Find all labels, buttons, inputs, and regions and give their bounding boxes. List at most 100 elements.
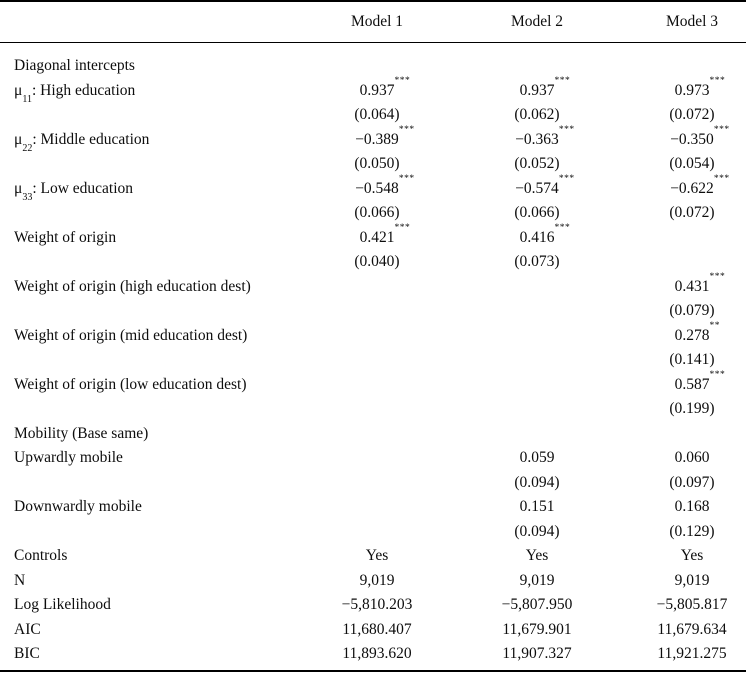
cell-model-1: −0.389 ***	[355, 124, 415, 148]
table-row: Log Likelihood −5,810.203 −5,807.950 −5,…	[0, 593, 746, 618]
column-header-model-1: Model 1	[350, 13, 404, 30]
cell-model-3: 11,679.634	[657, 620, 727, 638]
cell-model-2: 0.151	[519, 498, 555, 516]
table-row: Mobility (Base same)	[0, 422, 746, 447]
table-row: Weight of origin (high education dest) 0…	[0, 271, 746, 300]
row-label: Weight of origin	[14, 228, 117, 246]
cell-model-3: 0.168	[674, 498, 710, 516]
cell-model-1: (0.066)	[354, 204, 400, 222]
cell-model-3: (0.054)	[669, 155, 715, 173]
row-label: BIC	[14, 645, 40, 663]
table-row: Weight of origin (low education dest) 0.…	[0, 369, 746, 398]
table-row: AIC 11,680.407 11,679.901 11,679.634	[0, 618, 746, 643]
row-label: N	[14, 571, 26, 589]
cell-model-3: 0.278 **	[674, 320, 720, 344]
cell-model-3: 0.060	[674, 449, 710, 467]
cell-model-2: (0.052)	[514, 155, 560, 173]
cell-model-3: 0.587 ***	[674, 369, 726, 393]
cell-model-3: (0.199)	[669, 400, 715, 418]
table-row: μ11: High education 0.937 *** 0.937 *** 0.…	[0, 75, 746, 105]
cell-model-2: (0.094)	[514, 473, 560, 491]
table-row: (0.064) (0.062) (0.072)	[0, 103, 746, 128]
column-header-model-3: Model 3	[665, 13, 719, 30]
table-row: (0.066) (0.066) (0.072)	[0, 201, 746, 226]
cell-model-2: 0.416 ***	[519, 222, 571, 246]
cell-model-2: Yes	[525, 547, 549, 565]
table-row: μ22: Middle education −0.389 *** −0.363 **…	[0, 124, 746, 154]
cell-model-2: (0.073)	[514, 253, 560, 271]
cell-model-1: (0.040)	[354, 253, 400, 271]
cell-model-2: 11,907.327	[502, 645, 572, 663]
cell-model-2: 11,679.901	[502, 620, 572, 638]
cell-model-3: (0.141)	[669, 351, 715, 369]
table-row: Downwardly mobile 0.151 0.168	[0, 495, 746, 520]
top-rule	[0, 0, 746, 2]
cell-model-1: −5,810.203	[341, 596, 413, 614]
cell-model-2: (0.062)	[514, 106, 560, 124]
table-row: Diagonal intercepts	[0, 54, 746, 79]
table-row: Controls Yes Yes Yes	[0, 544, 746, 569]
row-label: μ33: Low education	[14, 179, 134, 203]
table-row: Weight of origin 0.421 *** 0.416 ***	[0, 222, 746, 251]
cell-model-2: 0.937 ***	[519, 75, 571, 99]
table-row: Upwardly mobile 0.059 0.060	[0, 446, 746, 471]
row-label: Mobility (Base same)	[14, 424, 149, 442]
table-row: (0.141)	[0, 348, 746, 373]
cell-model-3: 9,019	[674, 571, 710, 589]
row-label: Diagonal intercepts	[14, 57, 135, 75]
cell-model-1: 0.421 ***	[359, 222, 411, 246]
cell-model-2: (0.094)	[514, 522, 560, 540]
cell-model-1: −0.548 ***	[355, 173, 415, 197]
cell-model-2: 0.059	[519, 449, 555, 467]
table-row: Weight of origin (mid education dest) 0.…	[0, 320, 746, 349]
cell-model-2: −0.574 ***	[515, 173, 575, 197]
cell-model-1: 11,680.407	[342, 620, 412, 638]
column-header-model-2: Model 2	[510, 13, 564, 30]
row-label: Upwardly mobile	[14, 449, 123, 467]
table-row: (0.040) (0.073)	[0, 250, 746, 275]
row-label: Weight of origin (mid education dest)	[14, 326, 248, 344]
cell-model-3: −0.350 ***	[670, 124, 730, 148]
table-header-row: Model 1 Model 2 Model 3	[0, 2, 746, 42]
cell-model-3: (0.072)	[669, 204, 715, 222]
table-row: (0.050) (0.052) (0.054)	[0, 152, 746, 177]
cell-model-3: 0.973 ***	[674, 75, 726, 99]
cell-model-2: −5,807.950	[501, 596, 573, 614]
cell-model-3: Yes	[680, 547, 704, 565]
row-label: Log Likelihood	[14, 596, 111, 614]
cell-model-1: Yes	[365, 547, 389, 565]
row-label: μ11: High education	[14, 81, 136, 105]
row-label: Downwardly mobile	[14, 498, 142, 516]
header-rule	[0, 42, 746, 44]
row-label: AIC	[14, 620, 41, 638]
cell-model-3: 11,921.275	[657, 645, 727, 663]
table-row: (0.094) (0.097)	[0, 471, 746, 496]
cell-model-2: 9,019	[519, 571, 555, 589]
cell-model-2: (0.066)	[514, 204, 560, 222]
cell-model-3: −0.622 ***	[670, 173, 730, 197]
cell-model-1: (0.050)	[354, 155, 400, 173]
cell-model-3: (0.097)	[669, 473, 715, 491]
cell-model-1: 9,019	[359, 571, 395, 589]
table-row: μ33: Low education −0.548 *** −0.574 *** −…	[0, 173, 746, 203]
table-body: Diagonal intercepts μ11: High education …	[0, 43, 746, 670]
cell-model-1: 0.937 ***	[359, 75, 411, 99]
cell-model-3: −5,805.817	[656, 596, 728, 614]
cell-model-1: 11,893.620	[342, 645, 412, 663]
cell-model-3: (0.072)	[669, 106, 715, 124]
table-row: (0.079)	[0, 299, 746, 324]
row-label: μ22: Middle education	[14, 130, 150, 154]
table-row: (0.094) (0.129)	[0, 520, 746, 545]
row-label: Controls	[14, 547, 68, 565]
row-label: Weight of origin (low education dest)	[14, 375, 247, 393]
cell-model-2: −0.363 ***	[515, 124, 575, 148]
bottom-rule	[0, 669, 746, 673]
table-row: (0.199)	[0, 397, 746, 422]
cell-model-3: (0.079)	[669, 302, 715, 320]
row-label: Weight of origin (high education dest)	[14, 277, 251, 295]
table-row: BIC 11,893.620 11,907.327 11,921.275	[0, 642, 746, 667]
cell-model-3: (0.129)	[669, 522, 715, 540]
cell-model-3: 0.431 ***	[674, 271, 726, 295]
table-row: N 9,019 9,019 9,019	[0, 569, 746, 594]
